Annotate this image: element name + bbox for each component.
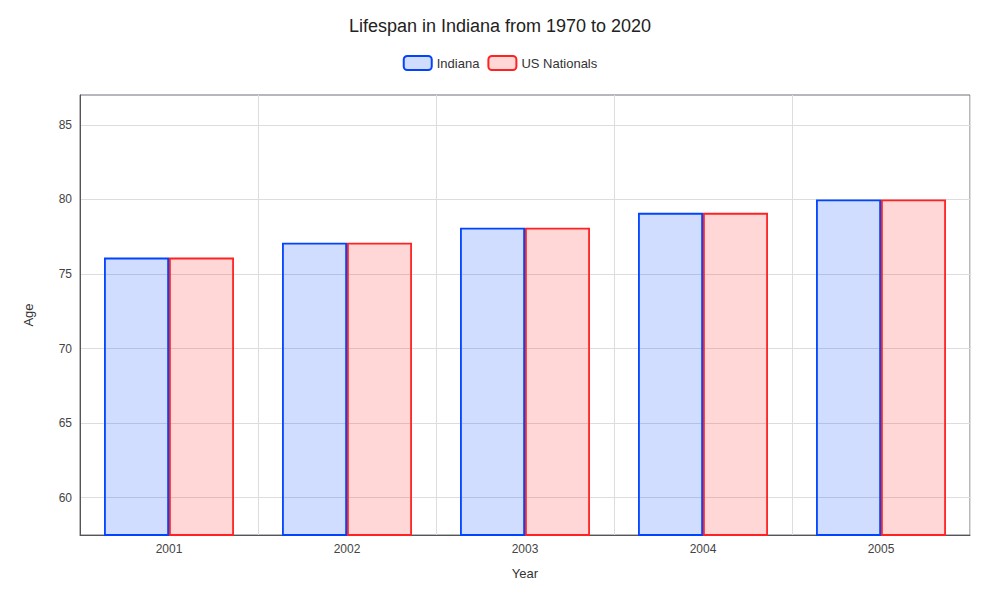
svg-text:Age: Age xyxy=(21,303,36,326)
svg-text:2001: 2001 xyxy=(156,542,183,556)
svg-text:75: 75 xyxy=(59,267,73,281)
svg-text:2003: 2003 xyxy=(512,542,539,556)
svg-text:US Nationals: US Nationals xyxy=(521,56,597,71)
svg-text:80: 80 xyxy=(59,192,73,206)
svg-text:Lifespan in Indiana from 1970: Lifespan in Indiana from 1970 to 2020 xyxy=(349,16,651,36)
svg-text:2004: 2004 xyxy=(690,542,717,556)
svg-text:2005: 2005 xyxy=(868,542,895,556)
svg-text:70: 70 xyxy=(59,342,73,356)
svg-text:85: 85 xyxy=(59,118,73,132)
svg-text:65: 65 xyxy=(59,416,73,430)
svg-text:2002: 2002 xyxy=(334,542,361,556)
svg-text:60: 60 xyxy=(59,491,73,505)
svg-text:Year: Year xyxy=(512,566,539,581)
svg-text:Indiana: Indiana xyxy=(437,56,480,71)
